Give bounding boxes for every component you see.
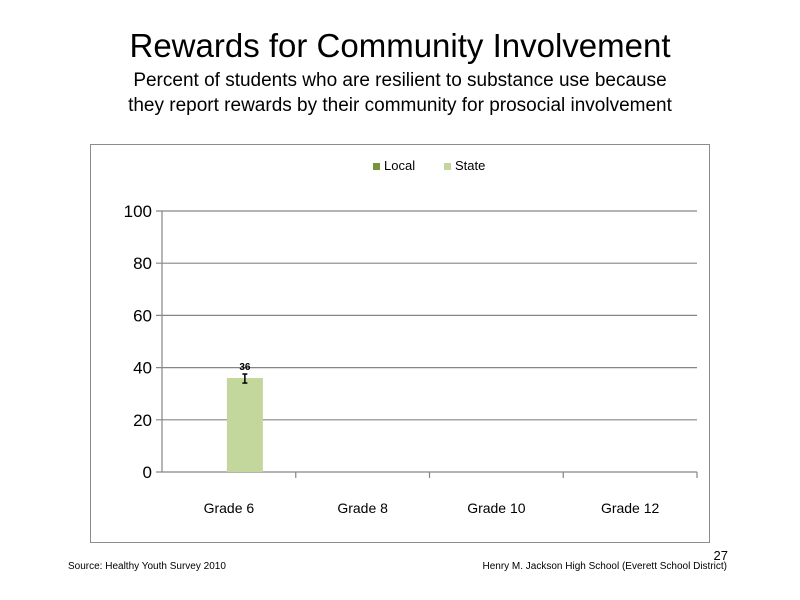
slide-number: 27 (713, 548, 728, 563)
legend-swatch-local (373, 163, 380, 170)
legend-label-local: Local (384, 158, 415, 173)
x-tick-label: Grade 8 (337, 500, 388, 516)
bar-state-0 (226, 378, 263, 472)
footer-school: Henry M. Jackson High School (Everett Sc… (482, 561, 727, 572)
data-label: 36 (239, 362, 251, 373)
y-tick-label: 40 (133, 359, 152, 378)
legend-swatch-state (444, 163, 451, 170)
y-tick-label: 100 (124, 202, 152, 221)
x-tick-label: Grade 12 (601, 500, 660, 516)
footer-source: Source: Healthy Youth Survey 2010 (68, 561, 226, 572)
y-tick-label: 20 (133, 411, 152, 430)
x-tick-label: Grade 6 (204, 500, 255, 516)
y-tick-label: 60 (133, 306, 152, 325)
x-tick-label: Grade 10 (467, 500, 526, 516)
legend-label-state: State (455, 158, 485, 173)
y-tick-label: 80 (133, 254, 152, 273)
y-tick-label: 0 (143, 463, 152, 482)
subtitle-line-1: Percent of students who are resilient to… (133, 70, 667, 91)
bar-chart: 0 20 40 60 80 100 Grade 6 Grade 8 Grade 10 Grade … (124, 158, 698, 516)
subtitle-line-2: they report rewards by their community f… (128, 95, 672, 116)
slide-subtitle: Percent of students who are resilient to… (60, 68, 740, 118)
slide-title: Rewards for Community Involvement (129, 27, 671, 64)
chart-frame: 0 20 40 60 80 100 Grade 6 Grade 8 Grade 10 Grade … (90, 144, 710, 543)
